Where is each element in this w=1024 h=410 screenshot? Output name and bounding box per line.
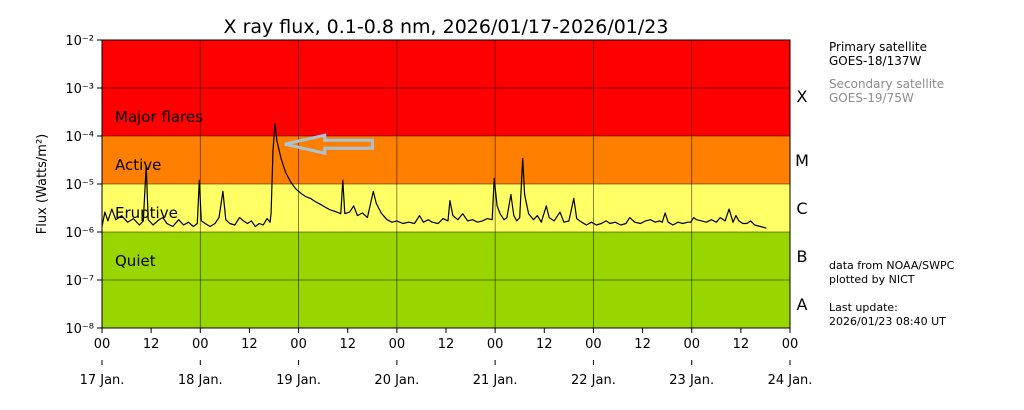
class-letter: C	[796, 199, 807, 218]
x-day-label: 24 Jan.	[768, 373, 813, 388]
x-hour-label: 12	[733, 337, 750, 352]
last-update-line1: Last update:	[829, 301, 898, 314]
x-hour-label: 00	[389, 337, 406, 352]
primary-satellite-line2: GOES-18/137W	[829, 54, 922, 68]
data-source-line2: plotted by NICT	[829, 273, 915, 286]
y-tick-label: 10⁻²	[65, 34, 94, 49]
flare-arrow	[284, 133, 374, 156]
y-axis-label: Flux (Watts/m²)	[35, 134, 50, 235]
y-tick-label: 10⁻⁴	[65, 130, 94, 145]
data-source-line1: data from NOAA/SWPC	[829, 259, 955, 272]
flux-series-line	[101, 123, 767, 229]
y-tick-label: 10⁻⁸	[65, 322, 94, 337]
x-day-label: 17 Jan.	[80, 373, 125, 388]
band-label: Active	[115, 156, 161, 174]
x-day-label: 20 Jan.	[374, 373, 419, 388]
data-source-label: data from NOAA/SWPC plotted by NICT	[829, 259, 954, 287]
x-hour-label: 00	[94, 337, 111, 352]
x-hour-label: 12	[438, 337, 455, 352]
x-day-label: 21 Jan.	[473, 373, 518, 388]
x-hour-label: 12	[536, 337, 553, 352]
last-update-label: Last update: 2026/01/23 08:40 UT	[829, 301, 946, 329]
band-label: Major flares	[115, 108, 203, 126]
class-letter: M	[795, 151, 809, 170]
band-m	[102, 136, 790, 184]
x-hour-label: 12	[634, 337, 651, 352]
y-tick-label: 10⁻⁶	[65, 226, 94, 241]
y-tick-label: 10⁻⁵	[65, 178, 94, 193]
chart-title: X ray flux, 0.1-0.8 nm, 2026/01/17-2026/…	[224, 16, 669, 38]
last-update-line2: 2026/01/23 08:40 UT	[829, 315, 946, 328]
x-hour-label: 12	[143, 337, 160, 352]
class-letter: X	[797, 87, 808, 106]
band-a	[102, 280, 790, 328]
x-day-label: 18 Jan.	[178, 373, 223, 388]
y-tick-label: 10⁻³	[65, 82, 94, 97]
secondary-satellite-line1: Secondary satellite	[829, 77, 945, 91]
primary-satellite-label: Primary satellite GOES-18/137W	[829, 40, 927, 68]
class-letter: B	[797, 247, 808, 266]
x-hour-label: 00	[782, 337, 799, 352]
x-hour-label: 12	[339, 337, 356, 352]
band-label: Quiet	[115, 252, 156, 270]
x-hour-label: 00	[683, 337, 700, 352]
y-tick-label: 10⁻⁷	[65, 274, 94, 289]
x-hour-label: 00	[585, 337, 602, 352]
x-day-label: 22 Jan.	[571, 373, 616, 388]
class-letter: A	[797, 295, 808, 314]
secondary-satellite-line2: GOES-19/75W	[829, 91, 914, 105]
x-day-label: 23 Jan.	[669, 373, 714, 388]
band-b	[102, 232, 790, 280]
x-hour-label: 12	[241, 337, 258, 352]
band-c	[102, 184, 790, 232]
x-hour-label: 00	[192, 337, 209, 352]
x-hour-label: 00	[487, 337, 504, 352]
primary-satellite-line1: Primary satellite	[829, 40, 927, 54]
x-day-label: 19 Jan.	[276, 373, 321, 388]
secondary-satellite-label: Secondary satellite GOES-19/75W	[829, 77, 944, 105]
x-hour-label: 00	[290, 337, 307, 352]
